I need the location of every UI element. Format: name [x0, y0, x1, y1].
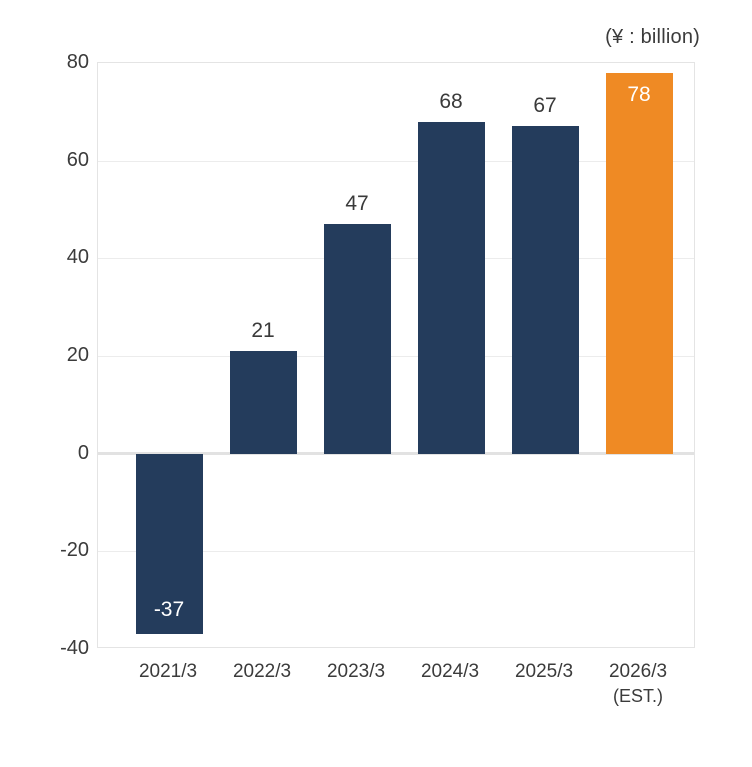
y-tick-label: -40	[60, 637, 89, 659]
x-tick-label-line: 2025/3	[514, 661, 574, 682]
y-tick-label: -20	[60, 539, 89, 562]
bar	[511, 126, 579, 454]
y-axis: 80 60 40 20 0 -20 -40	[0, 51, 89, 659]
bar	[229, 351, 297, 454]
x-tick-label: 2026/3 (EST.)	[573, 660, 703, 708]
x-tick-label-line: (EST.)	[612, 686, 663, 706]
x-tick-label-line: 2022/3	[232, 661, 292, 682]
bar-value-label: 67	[533, 94, 557, 118]
x-tick-label: 2022/3	[197, 660, 327, 684]
x-tick-label-line: 2021/3	[138, 661, 198, 682]
x-tick-label-line: 2026/3	[608, 661, 668, 682]
bar-value-label: 68	[439, 89, 463, 113]
y-tick-label: 80	[66, 51, 89, 73]
plot-area: -37 21 47 68 67 78	[97, 62, 695, 648]
bar-value-label: 78	[627, 82, 651, 106]
x-tick-label: 2021/3	[103, 660, 233, 684]
x-axis: 2021/3 2022/3 2023/3 2024/3 2025/3 2026/3 (EST…	[97, 648, 695, 728]
unit-label: (¥ : billion)	[605, 26, 700, 48]
bar-value-label: -37	[153, 598, 185, 622]
x-tick-label-line: 2023/3	[326, 661, 386, 682]
bar	[323, 224, 391, 454]
y-tick-label: 20	[66, 344, 89, 366]
bar	[417, 121, 485, 454]
zero-gridline	[98, 452, 694, 456]
x-tick-label: 2024/3	[385, 660, 515, 684]
y-tick-label: 60	[66, 148, 89, 171]
bar	[135, 453, 203, 635]
bar	[605, 72, 673, 454]
x-tick-label: 2023/3	[291, 660, 421, 684]
bar-value-label: 21	[251, 319, 275, 343]
gridline	[98, 356, 694, 357]
gridline	[98, 160, 694, 162]
bar-value-label: 47	[345, 192, 369, 216]
gridline	[98, 551, 694, 553]
y-tick-label: 0	[77, 441, 89, 464]
x-tick-label: 2025/3	[479, 660, 609, 684]
y-tick-label: 40	[66, 246, 89, 269]
x-tick-label-line: 2024/3	[420, 661, 480, 682]
gridline	[98, 258, 694, 260]
